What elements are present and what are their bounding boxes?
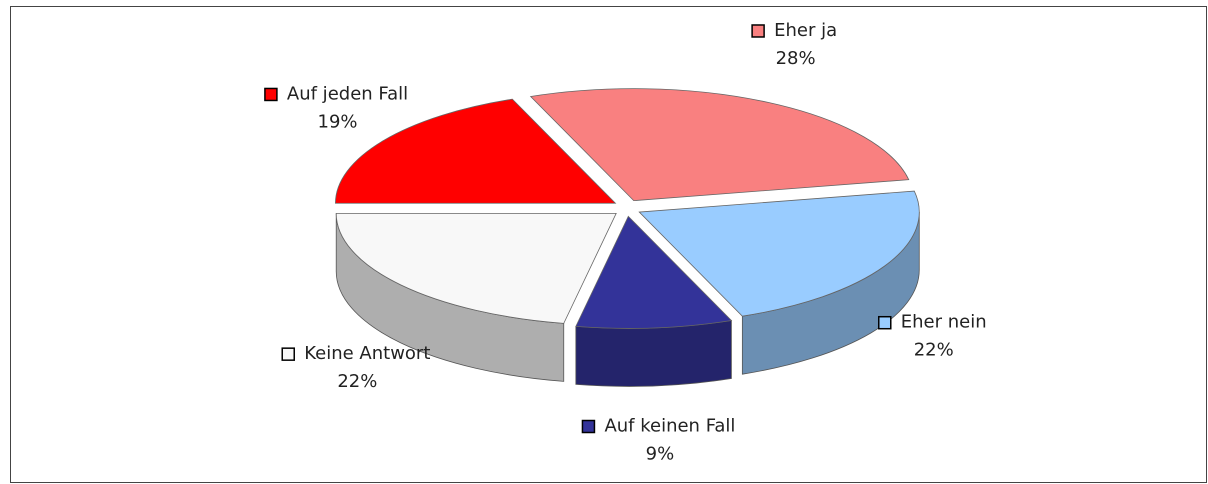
slice [575,215,733,329]
slice [335,212,617,324]
label-swatch [581,419,596,434]
slice-side [575,320,732,387]
label-swatch [878,315,892,330]
slice-label: Auf jeden Fall [287,83,408,104]
label-swatch [281,347,295,361]
value-label: 9% [646,444,675,465]
value-label: 22% [914,340,954,361]
chart-frame [10,6,1207,483]
label-swatch [751,24,765,38]
value-label: 19% [318,111,358,132]
slice [335,98,617,204]
slice-label: Eher ja [774,20,837,41]
slice-label: Auf keinen Fall [604,416,735,437]
slice [529,88,910,202]
value-label: 22% [337,371,377,392]
slice [638,190,920,317]
slice-label: Eher nein [901,312,987,333]
slice-label: Keine Antwort [304,343,430,364]
label-swatch [264,87,278,102]
value-label: 28% [776,48,816,69]
